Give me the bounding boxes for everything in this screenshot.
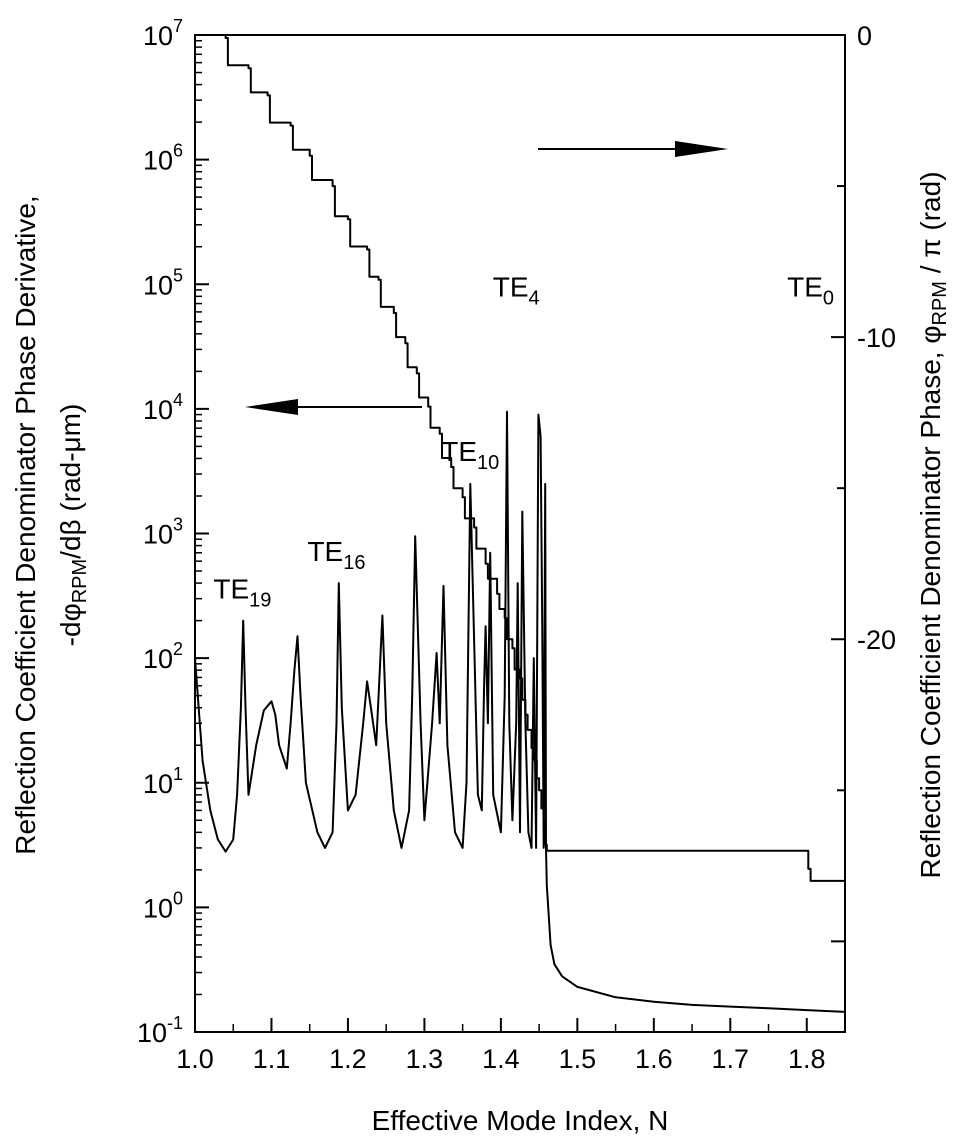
left-tick-label-exp: 0 [173, 888, 183, 908]
left-tick-label-base: 10 [143, 395, 173, 425]
annotation-te4-sub: 4 [529, 287, 540, 309]
left-tick-label-exp: -1 [167, 1013, 183, 1033]
left-tick-label-exp: 3 [173, 515, 183, 535]
left-axis-title-line1: Reflection Coefficient Denominator Phase… [10, 195, 41, 854]
annotation-te19: TE19 [213, 574, 271, 612]
left-tick-label-exp: 4 [173, 390, 183, 410]
annotation-te4-base: TE [493, 271, 529, 302]
x-tick-label: 1.8 [788, 1044, 826, 1074]
left-tick-label: 10-1 [137, 1013, 183, 1048]
x-axis-title: Effective Mode Index, N [372, 1105, 669, 1136]
left-tick-label-exp: 5 [173, 265, 183, 285]
left-tick-label-exp: 7 [173, 16, 183, 36]
right-axis-title: Reflection Coefficient Denominator Phase… [915, 171, 951, 878]
annotation-te4: TE4 [493, 271, 540, 309]
x-tick-label: 1.1 [253, 1044, 291, 1074]
left-tick-label-base: 10 [143, 21, 173, 51]
left-tick-label: 105 [143, 265, 183, 300]
x-tick-label: 1.7 [712, 1044, 750, 1074]
left-tick-label: 106 [143, 141, 183, 176]
right-tick-label: 0 [857, 21, 872, 51]
left-tick-label-base: 10 [143, 146, 173, 176]
series-line-phase [195, 34, 845, 882]
left-arrow-head [245, 399, 298, 415]
right-arrow-head [675, 141, 728, 157]
annotation-te16-base: TE [307, 536, 343, 567]
left-tick-label-base: 10 [143, 520, 173, 550]
right-axis-title-sub: RPM [929, 281, 951, 325]
annotation-te16-sub: 16 [343, 552, 365, 574]
annotation-te0: TE0 [787, 271, 834, 309]
left-tick-label: 100 [143, 888, 183, 923]
left-tick-label: 104 [143, 390, 183, 425]
left-tick-label-base: 10 [143, 769, 173, 799]
left-tick-label-base: 10 [143, 893, 173, 923]
left-axis-title-prefix: -dφ [55, 603, 86, 646]
annotation-te10-base: TE [441, 436, 477, 467]
left-tick-label-exp: 6 [173, 141, 183, 161]
right-axis-title-suffix: / π (rad) [915, 171, 946, 281]
left-tick-label-base: 10 [137, 1018, 167, 1048]
annotation-te0-base: TE [787, 271, 823, 302]
annotation-te10-sub: 10 [477, 452, 499, 474]
left-axis-title-suffix: /dβ (rad-μm) [55, 404, 86, 559]
left-tick-label: 103 [143, 515, 183, 550]
left-axis-title-sub: RPM [69, 559, 91, 603]
x-tick-label: 1.5 [559, 1044, 597, 1074]
annotation-te19-base: TE [213, 574, 249, 605]
left-tick-label: 102 [143, 639, 183, 674]
plot-frame [194, 34, 846, 1033]
x-tick-label: 1.0 [176, 1044, 214, 1074]
arrows-group [245, 141, 728, 415]
annotation-te19-sub: 19 [249, 590, 271, 612]
left-tick-label-exp: 1 [173, 764, 183, 784]
x-tick-label: 1.4 [482, 1044, 520, 1074]
left-tick-label-base: 10 [143, 270, 173, 300]
right-tick-label: -20 [857, 625, 896, 655]
x-tick-label: 1.2 [329, 1044, 367, 1074]
right-tick-label: -10 [857, 323, 896, 353]
x-axis-ticks: 1.0 1.1 1.2 1.3 1.4 1.5 1.6 1.7 1.8 [176, 1018, 826, 1074]
left-tick-label: 101 [143, 764, 183, 799]
series-line-phase-derivative [194, 410, 846, 1013]
x-tick-label: 1.6 [635, 1044, 673, 1074]
annotation-te0-sub: 0 [823, 287, 834, 309]
right-axis-ticks: 0 -10 -20 [831, 21, 896, 943]
annotation-te16: TE16 [307, 536, 365, 574]
annotation-te10: TE10 [441, 436, 499, 474]
left-axis-title-line2: -dφRPM/dβ (rad-μm) [55, 404, 91, 647]
right-axis-title-prefix: Reflection Coefficient Denominator Phase… [915, 325, 946, 878]
x-tick-label: 1.3 [406, 1044, 444, 1074]
left-tick-label-exp: 2 [173, 639, 183, 659]
left-tick-label: 107 [143, 16, 183, 51]
left-tick-label-base: 10 [143, 644, 173, 674]
series-group [194, 34, 846, 1013]
